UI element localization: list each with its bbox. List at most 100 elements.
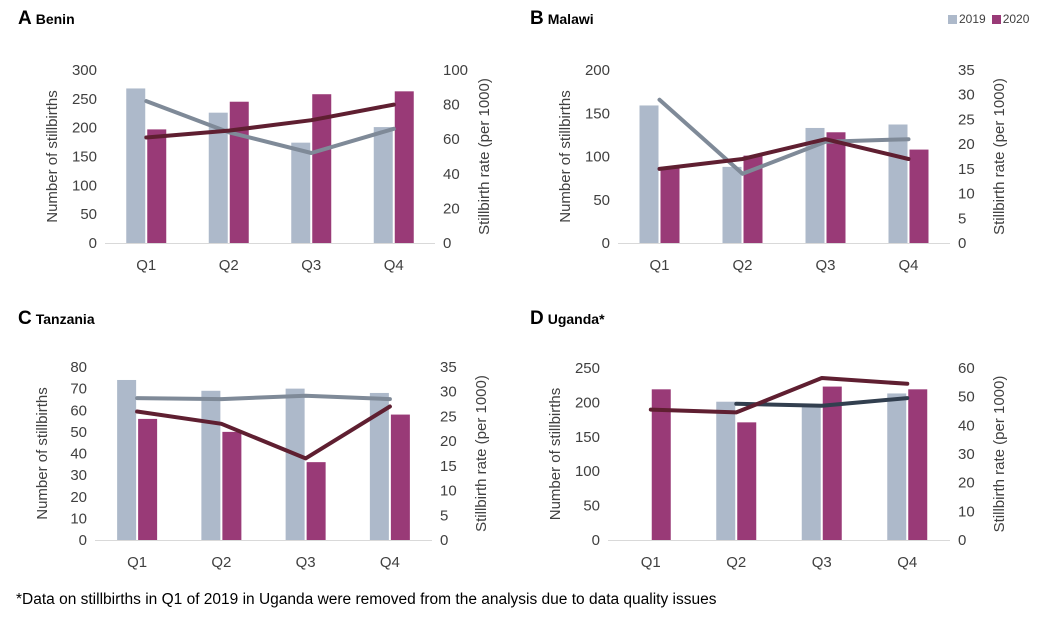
y-tick-label: 150 bbox=[72, 149, 97, 166]
x-tick-label: Q3 bbox=[812, 554, 832, 571]
y-tick-label: 30 bbox=[70, 467, 87, 484]
y2-tick-label: 10 bbox=[440, 483, 457, 500]
bar-2019-q3 bbox=[801, 405, 821, 540]
x-tick-label: Q1 bbox=[136, 257, 156, 274]
y2-tick-label: 10 bbox=[958, 186, 975, 203]
y-tick-label: 200 bbox=[585, 62, 610, 79]
x-tick-label: Q3 bbox=[301, 257, 321, 274]
y2-axis-label: Stillbirth rate (per 1000) bbox=[991, 376, 1008, 533]
y-tick-label: 50 bbox=[583, 498, 600, 515]
x-tick-label: Q4 bbox=[897, 554, 917, 571]
y-tick-label: 0 bbox=[89, 235, 97, 252]
y-tick-label: 250 bbox=[575, 360, 600, 377]
y2-tick-label: 25 bbox=[958, 111, 975, 128]
bar-2019-q4 bbox=[373, 127, 393, 243]
y-tick-label: 50 bbox=[80, 206, 97, 223]
panel-country: Uganda* bbox=[547, 311, 605, 327]
y2-tick-label: 60 bbox=[443, 131, 460, 148]
y2-tick-label: 20 bbox=[958, 475, 975, 492]
bar-2020-q2 bbox=[737, 422, 757, 540]
bar-2020-q1 bbox=[651, 389, 671, 540]
x-tick-label: Q1 bbox=[649, 257, 669, 274]
bar-2019-q3 bbox=[291, 142, 311, 243]
bar-2019-q2 bbox=[716, 401, 736, 540]
line-2019 bbox=[144, 99, 396, 155]
y2-tick-label: 35 bbox=[440, 359, 457, 376]
y-tick-label: 10 bbox=[70, 510, 87, 527]
legend-swatch bbox=[948, 15, 957, 24]
chart-tanzania: 0 10 20 30 40 50 60 70 80 0 5 10 15 20 25 30 35 Number of… bbox=[34, 359, 490, 571]
y2-tick-label: 20 bbox=[958, 136, 975, 153]
bar-2019-q1 bbox=[126, 88, 146, 243]
y2-tick-label: 30 bbox=[958, 87, 975, 104]
bar-2020-q2 bbox=[229, 101, 249, 243]
legend-item-2019: 2019 bbox=[948, 12, 986, 26]
y2-tick-label: 15 bbox=[440, 458, 457, 475]
y2-tick-label: 25 bbox=[440, 408, 457, 425]
bar-2019-q1 bbox=[117, 379, 137, 540]
y-axis-label: Number of stillbirths bbox=[34, 387, 51, 520]
y2-tick-label: 60 bbox=[958, 360, 975, 377]
y-axis-label: Number of stillbirths bbox=[44, 90, 61, 223]
y-tick-label: 60 bbox=[70, 402, 87, 419]
y2-tick-label: 5 bbox=[958, 210, 966, 227]
bar-2020-q4 bbox=[909, 149, 929, 243]
panel-title: D Uganda* bbox=[530, 308, 605, 330]
bar-2020-q1 bbox=[147, 129, 167, 243]
chart-uganda: 0 50 100 150 200 250 0 10 20 30 40 50 60 Number of st… bbox=[547, 360, 1008, 571]
panel-title: A Benin bbox=[18, 8, 75, 30]
panel-country: Benin bbox=[35, 11, 75, 27]
bar-2020-q4 bbox=[390, 414, 410, 540]
x-tick-label: Q4 bbox=[898, 257, 918, 274]
y2-tick-label: 5 bbox=[440, 507, 448, 524]
y2-tick-label: 35 bbox=[958, 62, 975, 79]
y2-axis-label: Stillbirth rate (per 1000) bbox=[476, 78, 493, 235]
y2-tick-label: 40 bbox=[958, 417, 975, 434]
y-tick-label: 250 bbox=[72, 91, 97, 108]
legend-swatch bbox=[991, 15, 1001, 24]
bar-2019-q2 bbox=[208, 112, 228, 243]
x-tick-label: Q3 bbox=[296, 554, 316, 571]
bar-2019-q2 bbox=[201, 390, 221, 540]
panel-country: Malawi bbox=[547, 11, 594, 27]
y-tick-label: 80 bbox=[70, 359, 87, 376]
y-tick-label: 100 bbox=[585, 149, 610, 166]
bar-2020-q4 bbox=[394, 91, 414, 243]
line-2019 bbox=[135, 393, 392, 402]
y-tick-label: 300 bbox=[72, 62, 97, 79]
line-2020 bbox=[135, 404, 392, 461]
chart-malawi: 0 50 100 150 200 0 5 10 15 20 25 30 35 Number of stil… bbox=[557, 62, 1008, 274]
x-tick-label: Q2 bbox=[726, 554, 746, 571]
bar-2019-q4 bbox=[888, 124, 908, 243]
bar-2019-q3 bbox=[805, 127, 825, 243]
bar-2019-q4 bbox=[369, 392, 389, 540]
y-tick-label: 150 bbox=[585, 105, 610, 122]
line-2019 bbox=[657, 97, 911, 176]
bar-2020-q3 bbox=[826, 132, 846, 243]
line-2019 bbox=[734, 396, 910, 408]
y-axis-label: Number of stillbirths bbox=[547, 388, 564, 521]
bar-2020-q3 bbox=[822, 386, 842, 540]
x-tick-label: Q2 bbox=[219, 257, 239, 274]
chart-legend: 2019 2020 bbox=[948, 12, 1035, 26]
bar-2020-q1 bbox=[660, 166, 680, 243]
y2-tick-label: 0 bbox=[440, 532, 448, 549]
x-tick-label: Q4 bbox=[384, 257, 404, 274]
bar-2020-q1 bbox=[138, 418, 158, 540]
bar-2020-q2 bbox=[743, 155, 763, 243]
y2-tick-label: 100 bbox=[443, 62, 468, 79]
y-tick-label: 70 bbox=[70, 381, 87, 398]
y-tick-label: 200 bbox=[575, 394, 600, 411]
bar-2019-q2 bbox=[722, 166, 742, 243]
y2-tick-label: 0 bbox=[443, 235, 451, 252]
y2-axis-label: Stillbirth rate (per 1000) bbox=[991, 78, 1008, 235]
y-tick-label: 200 bbox=[72, 120, 97, 137]
bar-2019-q3 bbox=[285, 388, 305, 540]
line-2020 bbox=[648, 376, 910, 415]
panel-letter: D bbox=[530, 308, 544, 329]
line-2020 bbox=[657, 137, 911, 171]
y-tick-label: 0 bbox=[602, 235, 610, 252]
y-tick-label: 100 bbox=[575, 463, 600, 480]
x-tick-label: Q2 bbox=[211, 554, 231, 571]
x-tick-label: Q4 bbox=[380, 554, 400, 571]
